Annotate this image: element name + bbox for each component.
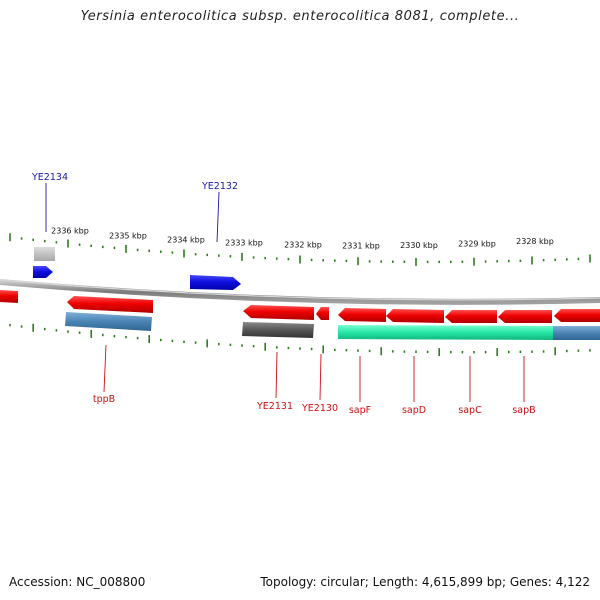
ortholog-tppb[interactable] (65, 312, 152, 331)
accession-info: Accession: NC_008800 (9, 575, 146, 589)
outer-tick-marks (9, 233, 591, 266)
map-title: Yersinia enterocolitica subsp. enterocol… (80, 9, 520, 24)
gene-label-ye2131[interactable]: YE2131 (256, 401, 293, 412)
ortholog-sap-operon[interactable] (338, 325, 553, 340)
gene-label-sapf[interactable]: sapF (349, 405, 371, 416)
gene-sapc[interactable] (445, 310, 497, 323)
gene-sapb[interactable] (498, 310, 552, 323)
kbp-scale-labels: 2336 kbp 2335 kbp 2334 kbp 2333 kbp 2332 kbp… (51, 227, 554, 251)
gene-ye2130[interactable] (316, 307, 329, 320)
gene-ye2134[interactable] (33, 266, 53, 278)
gene-ye2131[interactable] (243, 305, 314, 320)
gene-tppb[interactable] (67, 296, 153, 313)
kbp-label: 2333 kbp (225, 239, 263, 248)
kbp-label: 2330 kbp (400, 241, 438, 250)
kbp-label: 2335 kbp (109, 232, 147, 241)
kbp-label: 2336 kbp (51, 227, 89, 236)
gene-right-edge[interactable] (554, 309, 600, 322)
gene-label-sapc[interactable]: sapC (458, 405, 482, 416)
kbp-label: 2329 kbp (458, 240, 496, 249)
gene-left-edge[interactable] (0, 290, 18, 303)
genome-backbone (0, 279, 600, 305)
kbp-label: 2331 kbp (342, 241, 380, 250)
label-leader-lines (45, 183, 525, 402)
gene-label-ye2132[interactable]: YE2132 (201, 181, 238, 192)
kbp-label: 2332 kbp (284, 241, 322, 250)
ortholog-ye2131[interactable] (242, 322, 314, 338)
kbp-label: 2334 kbp (167, 236, 205, 245)
gene-label-sapb[interactable]: sapB (512, 405, 535, 416)
inner-tick-marks (9, 323, 591, 357)
gene-label-ye2134[interactable]: YE2134 (31, 172, 68, 183)
kbp-label: 2328 kbp (516, 237, 554, 246)
backbone-highlight (0, 279, 600, 301)
gene-ye2132[interactable] (190, 275, 241, 290)
gene-sapf[interactable] (338, 308, 386, 322)
genome-summary: Topology: circular; Length: 4,615,899 bp… (260, 575, 590, 589)
gene-label-sapd[interactable]: sapD (402, 405, 426, 416)
ortholog-right-edge[interactable] (553, 326, 600, 340)
gene-label-tppb[interactable]: tppB (93, 394, 115, 405)
gene-label-ye2130[interactable]: YE2130 (301, 403, 338, 414)
gene-ye2134-light[interactable] (34, 247, 55, 261)
gene-sapd[interactable] (386, 309, 444, 323)
